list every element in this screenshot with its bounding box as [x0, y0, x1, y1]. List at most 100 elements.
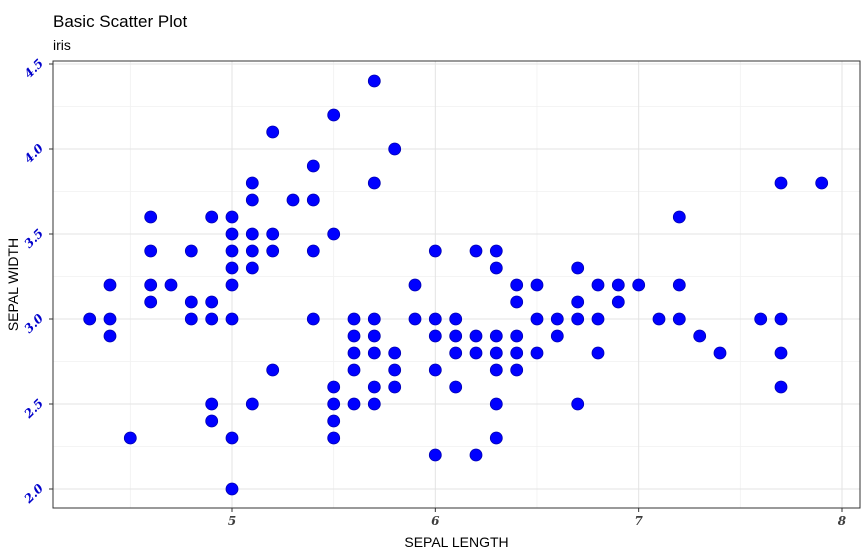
data-point [591, 278, 605, 292]
data-point [266, 244, 280, 258]
data-point [367, 380, 381, 394]
data-point [347, 346, 361, 360]
data-point [449, 329, 463, 343]
data-point [245, 176, 259, 190]
data-point [510, 363, 524, 377]
y-tick-label: 3.0 [21, 311, 46, 336]
data-point [205, 210, 219, 224]
data-point [449, 346, 463, 360]
data-point [489, 261, 503, 275]
y-tick-label: 4.0 [21, 141, 46, 166]
data-point [774, 176, 788, 190]
data-point [774, 312, 788, 326]
data-point [225, 261, 239, 275]
data-point [144, 244, 158, 258]
data-point [489, 329, 503, 343]
data-point [367, 74, 381, 88]
data-point [469, 329, 483, 343]
data-point [306, 312, 320, 326]
data-point [347, 312, 361, 326]
x-tick-label: 7 [634, 514, 643, 528]
data-point [571, 295, 585, 309]
data-point [327, 227, 341, 241]
data-point [327, 108, 341, 122]
data-point [591, 346, 605, 360]
data-point [225, 312, 239, 326]
data-point [205, 312, 219, 326]
data-point [571, 312, 585, 326]
x-axis-label: SEPAL LENGTH [404, 534, 508, 550]
data-point [225, 482, 239, 496]
data-point [611, 295, 625, 309]
data-point [225, 244, 239, 258]
data-point [428, 448, 442, 462]
data-point [774, 346, 788, 360]
y-axis-ticks: 2.0 2.5 3.0 3.5 4.0 4.5 [21, 56, 53, 507]
data-point [245, 227, 259, 241]
data-point [144, 295, 158, 309]
data-point [489, 346, 503, 360]
data-point [388, 380, 402, 394]
data-point [428, 329, 442, 343]
data-point [550, 329, 564, 343]
data-point [469, 448, 483, 462]
data-point [83, 312, 97, 326]
data-point [205, 397, 219, 411]
y-tick-label: 2.5 [21, 396, 46, 421]
data-point [144, 210, 158, 224]
data-point [245, 261, 259, 275]
data-point [632, 278, 646, 292]
data-point [164, 278, 178, 292]
data-point [408, 312, 422, 326]
data-point [347, 329, 361, 343]
data-point [225, 227, 239, 241]
data-point [672, 278, 686, 292]
data-point [367, 329, 381, 343]
data-point [754, 312, 768, 326]
data-point [510, 278, 524, 292]
data-point [428, 244, 442, 258]
data-point [571, 397, 585, 411]
data-point [225, 210, 239, 224]
data-point [469, 346, 483, 360]
data-point [144, 278, 158, 292]
data-point [103, 312, 117, 326]
data-point [571, 261, 585, 275]
data-point [123, 431, 137, 445]
data-point [530, 346, 544, 360]
data-point [245, 244, 259, 258]
data-point [388, 363, 402, 377]
data-point [266, 125, 280, 139]
data-point [327, 380, 341, 394]
data-point [489, 431, 503, 445]
x-axis-ticks: 5 6 7 8 [228, 508, 847, 528]
chart-title: Basic Scatter Plot [53, 12, 187, 31]
data-point [225, 278, 239, 292]
data-point [815, 176, 829, 190]
data-point [327, 431, 341, 445]
data-point [367, 312, 381, 326]
y-tick-label: 3.5 [21, 226, 46, 251]
data-point [652, 312, 666, 326]
data-point [774, 380, 788, 394]
data-point [510, 346, 524, 360]
data-point [266, 227, 280, 241]
data-point [184, 312, 198, 326]
data-point [672, 210, 686, 224]
data-point [693, 329, 707, 343]
data-point [408, 278, 422, 292]
data-point [428, 312, 442, 326]
data-point [713, 346, 727, 360]
data-point [347, 397, 361, 411]
data-point [530, 278, 544, 292]
data-point [530, 312, 544, 326]
data-point [510, 295, 524, 309]
panel-border [52, 60, 861, 509]
x-tick-label: 8 [838, 514, 847, 528]
data-point [510, 329, 524, 343]
data-point [306, 193, 320, 207]
data-point [205, 414, 219, 428]
data-point [367, 176, 381, 190]
data-point [367, 346, 381, 360]
x-tick-label: 5 [228, 514, 236, 528]
